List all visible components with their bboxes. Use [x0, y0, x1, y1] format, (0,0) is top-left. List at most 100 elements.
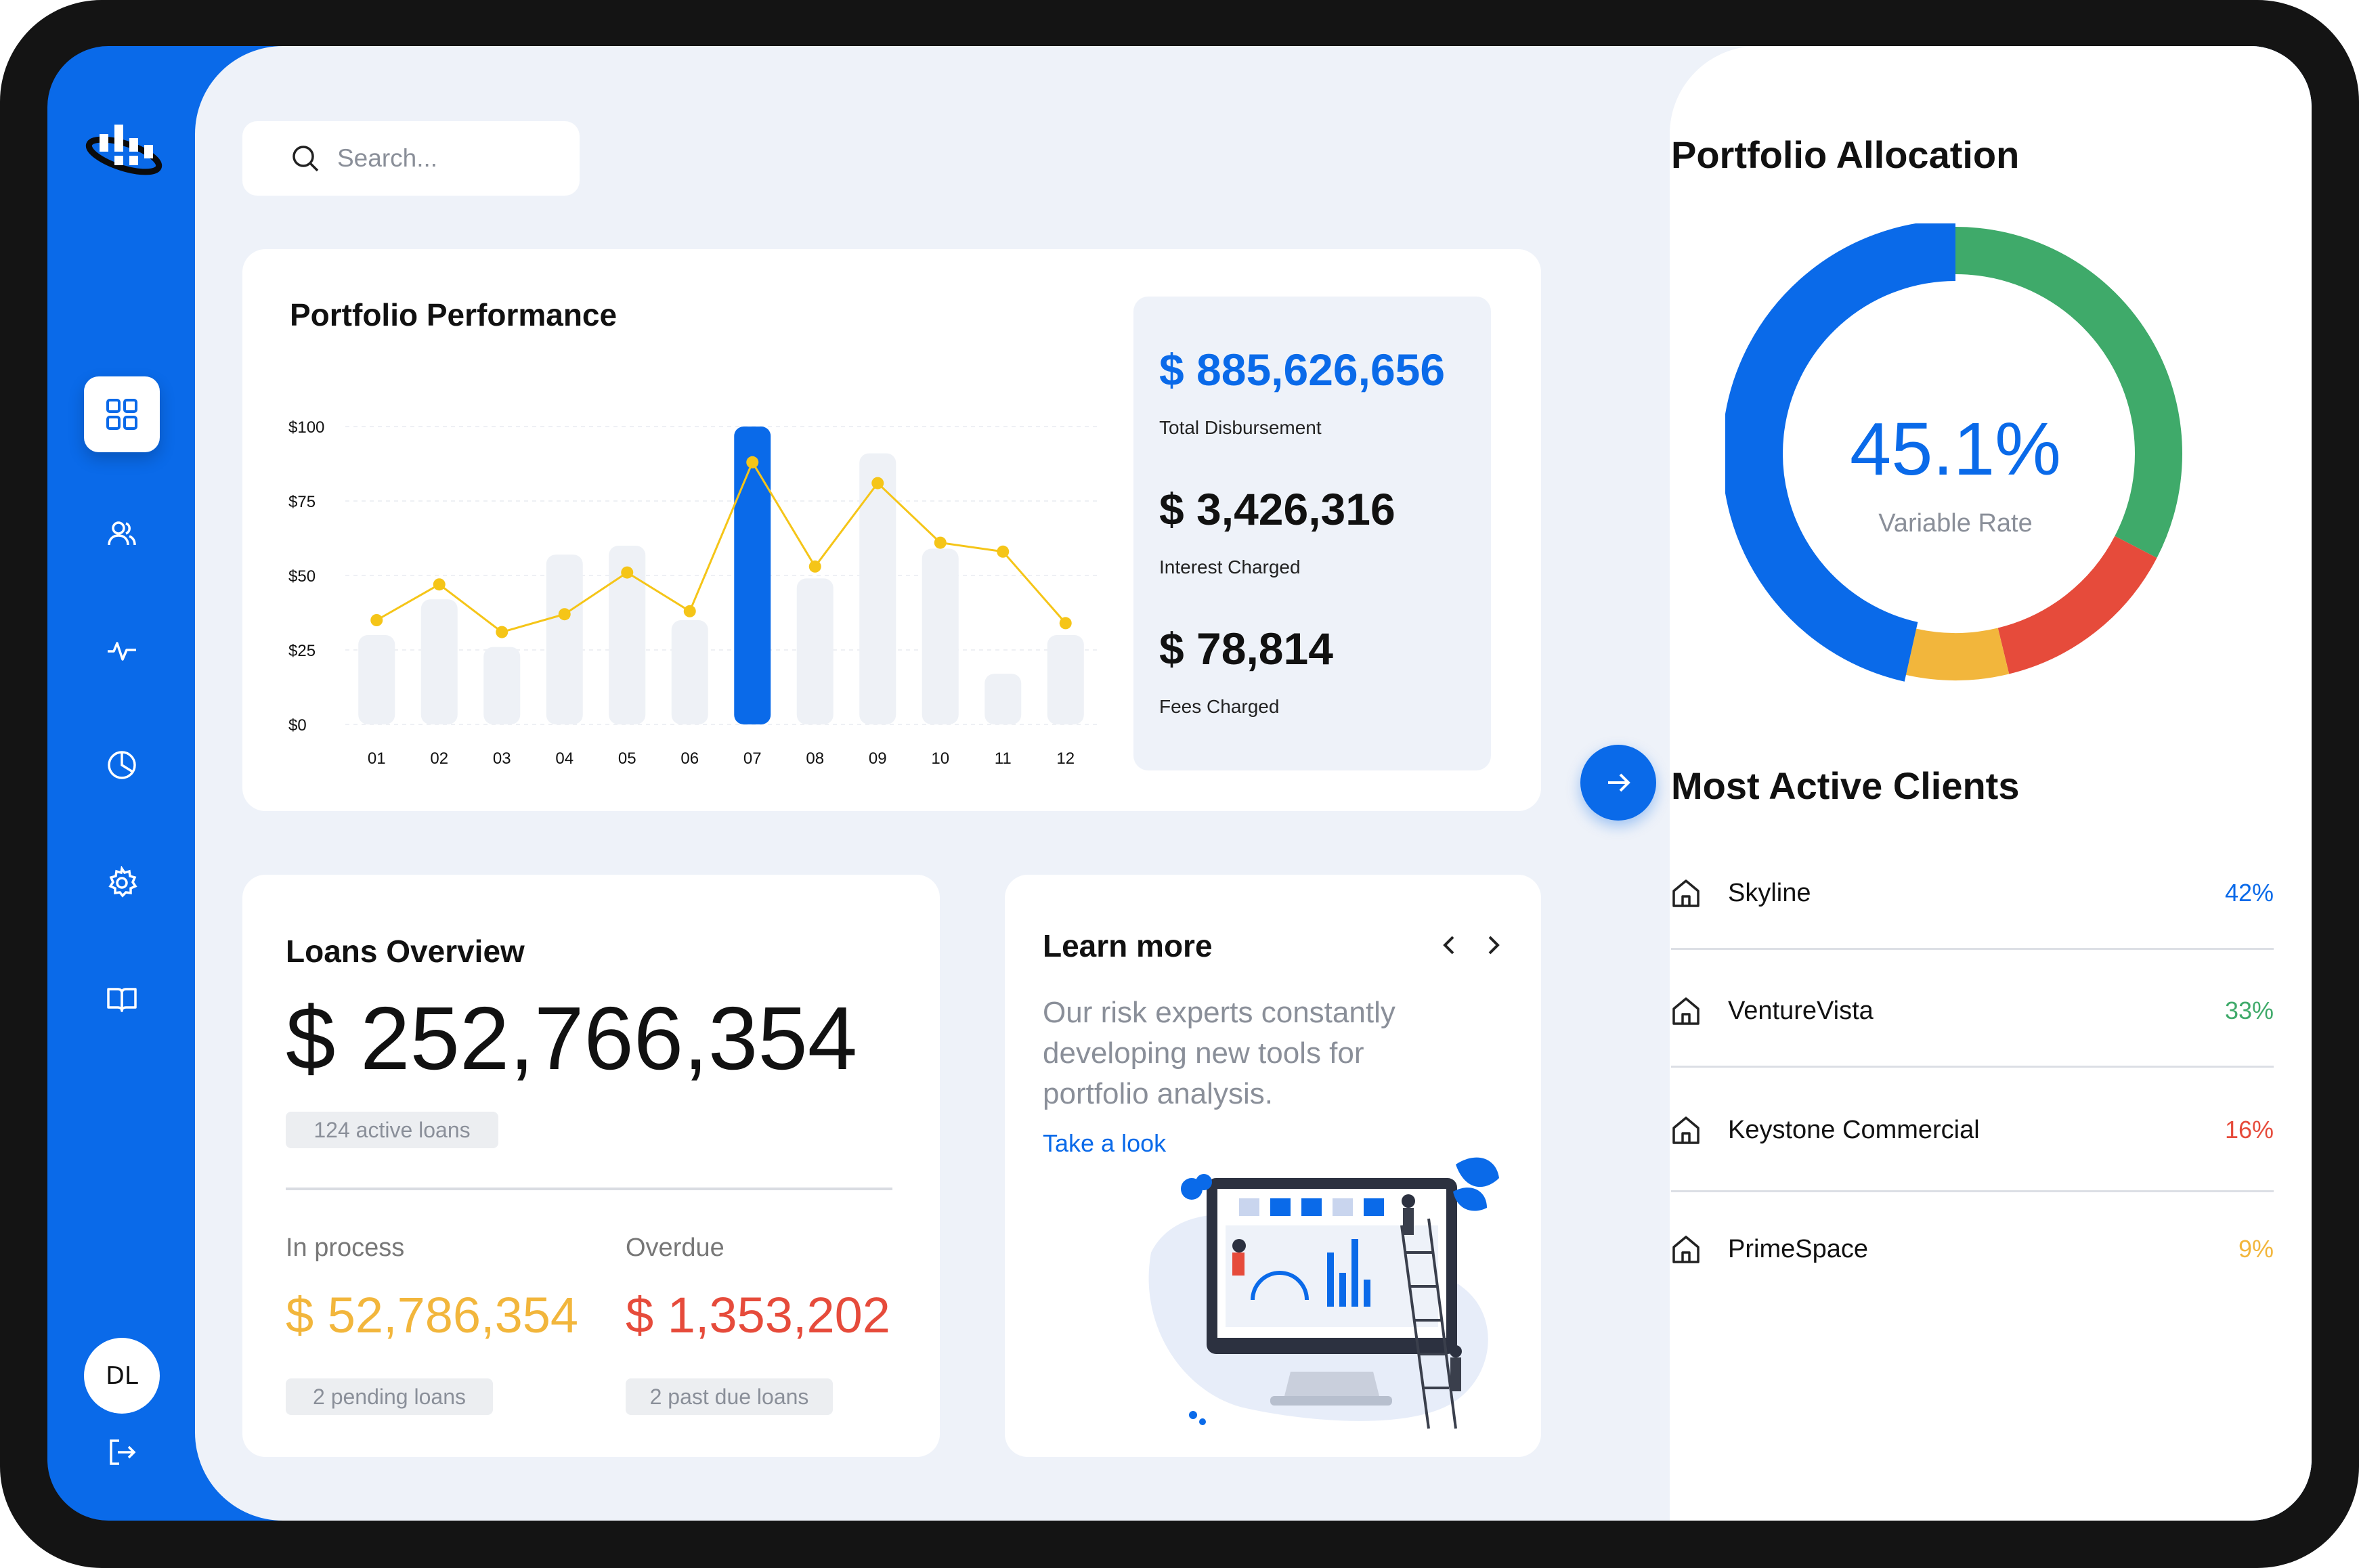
- total-disbursement-value: $ 885,626,656: [1159, 345, 1446, 395]
- x-tick-label: 10: [931, 749, 949, 768]
- line-point-12[interactable]: [1059, 617, 1072, 630]
- bar-06[interactable]: [671, 620, 708, 724]
- bar-10[interactable]: [922, 548, 959, 724]
- loans-title: Loans Overview: [286, 934, 525, 969]
- building-icon: [1671, 877, 1701, 912]
- in-process-label: In process: [286, 1234, 405, 1262]
- loans-overview-card: [242, 875, 940, 1457]
- x-tick-label: 09: [869, 749, 887, 768]
- performance-stats-panel: $ 885,626,656 Total Disbursement $ 3,426…: [1133, 297, 1491, 770]
- client-divider: [1671, 1190, 2274, 1192]
- user-avatar[interactable]: DL: [84, 1338, 160, 1414]
- nav-settings-gear-icon[interactable]: [84, 845, 160, 921]
- nav-users-icon[interactable]: [84, 496, 160, 571]
- line-series: [376, 460, 1066, 634]
- donut-segment-3[interactable]: [1725, 223, 1956, 682]
- line-point-09[interactable]: [871, 477, 884, 489]
- analytics-illustration: [1138, 1144, 1530, 1445]
- bar-02[interactable]: [420, 599, 458, 724]
- client-name: PrimeSpace: [1728, 1235, 1868, 1263]
- learn-text: Our risk experts constantly developing n…: [1043, 996, 1395, 1110]
- line-point-10[interactable]: [934, 536, 947, 549]
- allocation-label: Variable Rate: [1878, 509, 2033, 538]
- x-tick-label: 04: [555, 749, 573, 768]
- search-input[interactable]: Search...: [337, 144, 438, 172]
- bar-08[interactable]: [796, 578, 834, 724]
- x-tick-label: 03: [493, 749, 511, 768]
- search-box[interactable]: Search...: [242, 121, 580, 196]
- client-percent: 16%: [2224, 1116, 2274, 1144]
- client-divider: [1671, 948, 2274, 950]
- client-row-skyline[interactable]: Skyline 42%: [1671, 879, 2274, 960]
- fees-charged-label: Fees Charged: [1159, 696, 1280, 717]
- x-tick-label: 11: [995, 749, 1012, 768]
- allocation-title: Portfolio Allocation: [1671, 133, 2020, 176]
- donut-segment-0[interactable]: [1955, 227, 2182, 558]
- bar-05[interactable]: [609, 546, 646, 724]
- app-logo[interactable]: [85, 115, 166, 179]
- bar-01[interactable]: [358, 635, 395, 724]
- donut-segment-2[interactable]: [1905, 628, 2010, 680]
- bar-07[interactable]: [734, 427, 771, 724]
- x-tick-label: 12: [1056, 749, 1075, 768]
- in-process-value: $ 52,786,354: [286, 1287, 579, 1343]
- nav-reports-pie-icon[interactable]: [84, 727, 160, 803]
- client-name: Skyline: [1728, 879, 1811, 907]
- client-row-keystone-commercial[interactable]: Keystone Commercial 16%: [1671, 1116, 2274, 1197]
- interest-charged-label: Interest Charged: [1159, 557, 1301, 578]
- learn-title: Learn more: [1043, 928, 1213, 963]
- client-row-primespace[interactable]: PrimeSpace 9%: [1671, 1235, 2274, 1316]
- interest-charged-value: $ 3,426,316: [1159, 484, 1395, 534]
- line-point-03[interactable]: [496, 626, 508, 638]
- client-name: Keystone Commercial: [1728, 1116, 1980, 1144]
- line-point-11[interactable]: [997, 545, 1010, 558]
- fees-charged-value: $ 78,814: [1159, 624, 1333, 674]
- bar-04[interactable]: [546, 554, 583, 724]
- prev-chevron-icon[interactable]: [1440, 932, 1460, 962]
- y-tick-label: $50: [288, 567, 316, 586]
- logout-icon[interactable]: [107, 1437, 137, 1471]
- take-a-look-link[interactable]: Take a look: [1043, 1129, 1167, 1157]
- total-disbursement-label: Total Disbursement: [1159, 417, 1322, 438]
- bar-12[interactable]: [1047, 635, 1084, 724]
- x-tick-label: 02: [430, 749, 448, 768]
- line-point-04[interactable]: [558, 608, 571, 621]
- x-tick-label: 01: [368, 749, 386, 768]
- search-icon: [290, 143, 321, 174]
- y-tick-label: $75: [288, 493, 316, 511]
- clients-title: Most Active Clients: [1671, 764, 2020, 807]
- line-point-08[interactable]: [808, 560, 821, 573]
- line-point-06[interactable]: [683, 605, 696, 617]
- allocation-percent: 45.1%: [1850, 408, 2061, 491]
- loans-divider: [286, 1188, 892, 1190]
- line-point-01[interactable]: [370, 614, 383, 626]
- client-name: VentureVista: [1728, 997, 1874, 1025]
- donut-segment-1[interactable]: [1997, 536, 2157, 674]
- performance-chart: $100 $75 $50 $25 $0 01 02 03 04 05 06 07 08 09 10 11 12: [288, 418, 1097, 768]
- right-panel: [1670, 46, 2312, 1521]
- client-divider: [1671, 1066, 2274, 1068]
- performance-title: Portfolio Performance: [290, 297, 618, 332]
- line-point-02[interactable]: [433, 578, 446, 591]
- client-row-venturevista[interactable]: VentureVista 33%: [1671, 997, 2274, 1078]
- past-due-loans-badge: 2 past due loans: [626, 1378, 833, 1415]
- y-tick-label: $25: [288, 642, 316, 660]
- building-icon: [1671, 1114, 1701, 1149]
- x-tick-label: 07: [743, 749, 762, 768]
- line-point-07[interactable]: [746, 456, 759, 469]
- nav-activity-icon[interactable]: [84, 613, 160, 689]
- bar-11[interactable]: [984, 674, 1022, 724]
- arrow-right-icon: [1608, 773, 1630, 792]
- nav-docs-book-icon[interactable]: [84, 961, 160, 1037]
- clients-arrow-button[interactable]: [1580, 745, 1656, 821]
- building-icon: [1671, 1234, 1701, 1268]
- bar-09[interactable]: [859, 453, 896, 724]
- next-chevron-icon[interactable]: [1483, 932, 1503, 962]
- client-percent: 9%: [2238, 1235, 2274, 1263]
- bar-03[interactable]: [483, 647, 521, 724]
- x-tick-label: 06: [680, 749, 699, 768]
- nav-dashboard-icon[interactable]: [84, 376, 160, 452]
- pending-loans-badge: 2 pending loans: [286, 1378, 493, 1415]
- line-point-05[interactable]: [621, 566, 634, 579]
- overdue-label: Overdue: [626, 1234, 724, 1262]
